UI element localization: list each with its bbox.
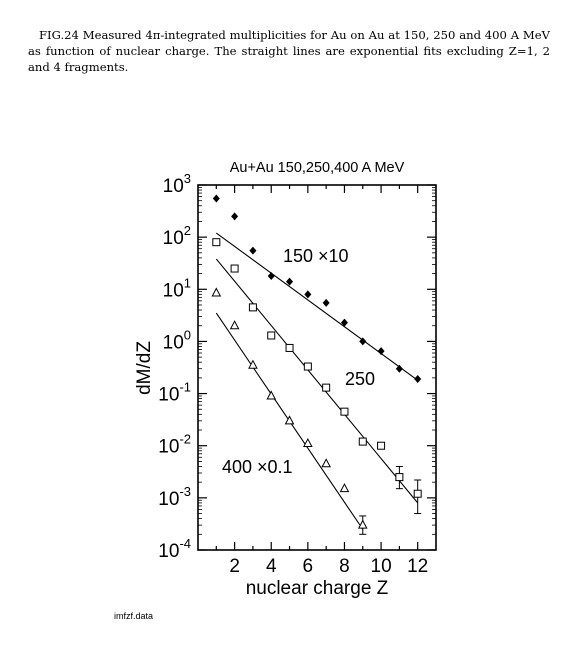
- y-tick-label: 10-4: [158, 536, 191, 562]
- square-marker: [358, 437, 367, 446]
- fit-line: [215, 258, 419, 504]
- square-marker: [340, 407, 349, 416]
- y-tick-label: 103: [163, 171, 191, 197]
- x-tick-label: 6: [303, 556, 314, 577]
- figure-caption: FIG.24 Measured 4π-integrated multiplici…: [28, 28, 550, 74]
- series-label: 150 ×10: [283, 246, 349, 266]
- diamond-marker: [286, 277, 294, 286]
- square-marker: [303, 362, 312, 371]
- square-marker: [322, 383, 331, 392]
- diamond-marker: [414, 375, 422, 384]
- triangle-marker: [357, 519, 368, 529]
- square-marker: [285, 343, 294, 352]
- triangle-marker: [284, 415, 295, 425]
- diamond-marker: [322, 298, 330, 307]
- square-marker: [395, 473, 404, 482]
- diamond-marker: [340, 318, 348, 327]
- diamond-marker: [212, 194, 220, 203]
- y-tick-labels: 103 102 101 100 10-1 10-2 10-3 10-4: [158, 171, 191, 562]
- data-points: [211, 194, 422, 529]
- footer-filename: imfzf.data: [114, 611, 153, 621]
- fit-line: [215, 232, 419, 381]
- diamond-marker: [249, 246, 257, 255]
- diamond-marker: [304, 290, 312, 299]
- y-tick-label: 101: [163, 275, 191, 301]
- x-tick-label: 2: [229, 556, 240, 577]
- x-axis-label: nuclear charge Z: [246, 578, 389, 599]
- square-marker: [212, 238, 221, 247]
- diamond-marker: [395, 364, 403, 373]
- diamond-marker: [267, 271, 275, 280]
- x-tick-label: 12: [407, 556, 428, 577]
- triangle-marker: [321, 458, 331, 468]
- y-tick-label: 102: [163, 223, 191, 249]
- square-marker: [413, 489, 422, 498]
- diamond-marker: [359, 337, 367, 346]
- triangle-marker: [339, 483, 350, 493]
- square-marker: [230, 264, 239, 273]
- square-marker: [267, 331, 276, 340]
- x-tick-label: 8: [339, 556, 350, 577]
- x-tick-labels: 2 4 6 8 10 12: [229, 556, 428, 577]
- square-marker: [248, 303, 257, 312]
- y-tick-label: 10-1: [158, 380, 191, 406]
- y-tick-label: 10-3: [158, 484, 191, 510]
- series-labels: 150 ×10 250 400 ×0.1: [222, 246, 375, 477]
- fit-lines: [215, 232, 419, 530]
- axis-ticks: [198, 184, 436, 551]
- diamond-marker: [377, 347, 385, 356]
- x-tick-label: 10: [371, 556, 392, 577]
- triangle-marker: [248, 359, 258, 369]
- series-label: 400 ×0.1: [222, 457, 293, 477]
- y-tick-label: 10-2: [158, 432, 191, 458]
- triangle-marker: [211, 287, 222, 297]
- error-bars: [359, 465, 422, 535]
- chart-title: Au+Au 150,250,400 A MeV: [230, 160, 405, 176]
- y-tick-label: 100: [163, 327, 191, 353]
- triangle-marker: [229, 320, 240, 330]
- diamond-marker: [231, 212, 239, 221]
- y-axis-label: dM/dZ: [134, 341, 155, 395]
- triangle-marker: [266, 390, 277, 400]
- x-tick-label: 4: [266, 556, 277, 577]
- triangle-marker: [303, 437, 313, 448]
- series-label: 250: [345, 369, 375, 389]
- plot-frame: [197, 184, 437, 551]
- square-marker: [377, 441, 386, 450]
